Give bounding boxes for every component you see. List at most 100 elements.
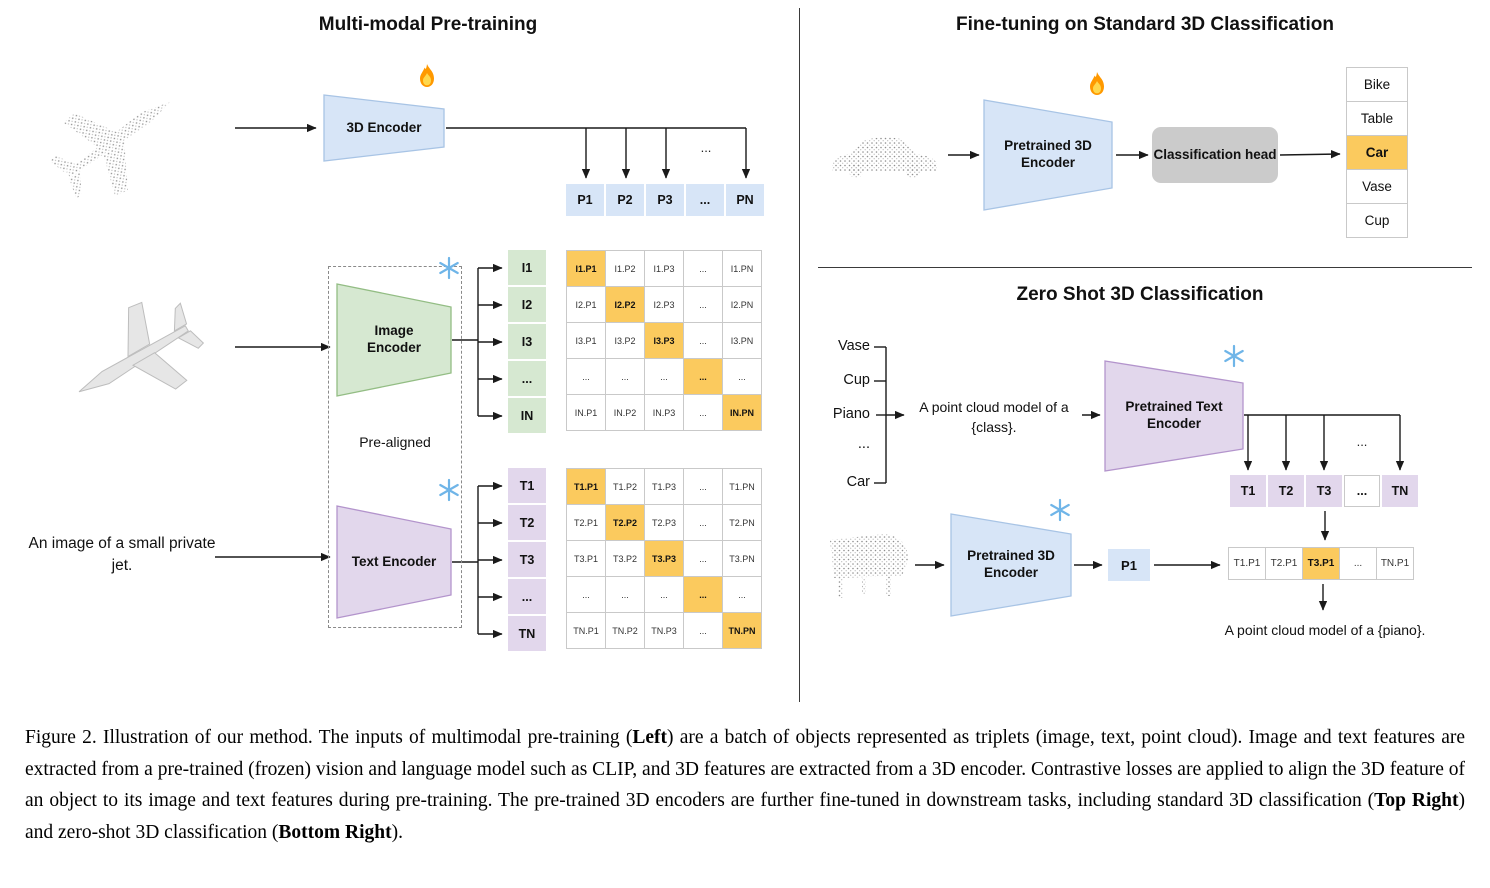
jet-photo-image [78, 301, 205, 393]
pretrained-3d-encoder-shape [983, 99, 1113, 211]
fire-icon [1090, 72, 1104, 95]
matrix-cell: I3.P2 [605, 322, 645, 359]
zeroshot-title: Zero Shot 3D Classification [1016, 284, 1264, 305]
finetune-title: Fine-tuning on Standard 3D Classificatio… [956, 14, 1334, 35]
text-encoder-shape [336, 505, 452, 619]
matrix-cell: I1.PN [722, 250, 762, 287]
snowflake-icon [439, 256, 459, 280]
matrix-cell: ... [605, 576, 645, 613]
matrix-cell: TN.PN [722, 612, 762, 649]
text-feature-row: T1 T2 T3 ... TN [1230, 475, 1418, 507]
matrix-cell: I3.PN [722, 322, 762, 359]
matrix-cell: I2.P1 [566, 286, 606, 323]
matrix-cell: ... [566, 358, 606, 395]
pretrained-3d-encoder-zeroshot: Pretrained 3D Encoder [950, 513, 1072, 617]
piano-pointcloud-image [830, 534, 908, 598]
matrix-cell: IN.PN [722, 394, 762, 431]
t-cell: T2 [508, 505, 546, 540]
i-cell: I2 [508, 287, 546, 322]
t-cell: T2 [1268, 475, 1304, 507]
matrix-cell: I2.P3 [644, 286, 684, 323]
matrix-cell: I1.P3 [644, 250, 684, 287]
matrix-cell: ... [683, 612, 723, 649]
matrix-cell: ... [683, 322, 723, 359]
i-cell: IN [508, 398, 546, 433]
pretrained-3d-encoder-zeroshot-label: Pretrained 3D Encoder [967, 548, 1055, 580]
result-cell: T1.P1 [1228, 547, 1266, 580]
matrix-cell: T1.P2 [605, 468, 645, 505]
input-caption-text: An image of a small private jet. [28, 535, 216, 574]
matrix-cell: I1.P1 [566, 250, 606, 287]
text-encoder-label: Text Encoder [351, 553, 437, 569]
i-cell: I3 [508, 324, 546, 359]
caption-bold-bottom-right: Bottom Right [278, 821, 392, 843]
caption-segment: ) and zero-shot 3D classification ( [25, 790, 1465, 843]
t-cell: T3 [508, 542, 546, 577]
image-encoder: Image Encoder [336, 283, 452, 397]
result-caption: A point cloud model of a {piano}. [1224, 622, 1426, 638]
p1-cell: P1 [1108, 549, 1150, 581]
pre-aligned-label: Pre-aligned [359, 434, 431, 450]
i-cell: ... [508, 361, 546, 396]
result-cell: TN.P1 [1376, 547, 1414, 580]
class-cell: Cup [1346, 203, 1408, 238]
matrix-cell: T3.P3 [644, 540, 684, 577]
p-cell: ... [686, 184, 724, 216]
t-cell: TN [1382, 475, 1418, 507]
caption-bold-left: Left [632, 727, 667, 748]
matrix-cell: TN.P1 [566, 612, 606, 649]
figure-caption: Figure 2. Illustration of our method. Th… [25, 722, 1465, 848]
pretrained-3d-encoder-zeroshot-shape [950, 513, 1072, 617]
matrix-cell: TN.P2 [605, 612, 645, 649]
class-word: Vase [838, 338, 870, 354]
matrix-cell: T2.P1 [566, 504, 606, 541]
matrix-cell: T1.PN [722, 468, 762, 505]
matrix-cell: ... [683, 394, 723, 431]
matrix-cell: I2.PN [722, 286, 762, 323]
caption-bold-top-right: Top Right [1374, 790, 1459, 812]
matrix-cell: ... [683, 576, 723, 613]
ellipsis: ... [700, 140, 712, 155]
p-cell: P2 [606, 184, 644, 216]
matrix-cell: IN.P1 [566, 394, 606, 431]
matrix-cell: I1.P2 [605, 250, 645, 287]
divider-vertical [799, 8, 801, 702]
matrix-cell: ... [722, 576, 762, 613]
t-cell: ... [508, 579, 546, 614]
t-cell: T3 [1306, 475, 1342, 507]
i-cell: I1 [508, 250, 546, 285]
p-cell: P1 [566, 184, 604, 216]
t-cell: T1 [508, 468, 546, 503]
matrix-cell: ... [683, 250, 723, 287]
car-pointcloud-image [832, 137, 937, 178]
class-cell-highlighted: Car [1346, 135, 1408, 170]
matrix-cell: T3.PN [722, 540, 762, 577]
p-cell: P3 [646, 184, 684, 216]
matrix-cell: IN.P2 [605, 394, 645, 431]
matrix-cell: ... [644, 358, 684, 395]
matrix-cell: IN.P3 [644, 394, 684, 431]
class-list: Bike Table Car Vase Cup [1346, 67, 1408, 238]
snowflake-icon [1050, 498, 1070, 522]
matrix-cell: ... [683, 540, 723, 577]
result-cell: T2.P1 [1265, 547, 1303, 580]
matrix-cell: ... [722, 358, 762, 395]
snowflake-icon [1224, 344, 1244, 368]
class-cell: Table [1346, 101, 1408, 136]
matrix-cell: T1.P1 [566, 468, 606, 505]
matrix-cell: ... [683, 504, 723, 541]
pretrained-text-encoder-label: Pretrained Text Encoder [1125, 399, 1223, 431]
class-word: ... [857, 436, 870, 452]
divider-horizontal [818, 267, 1472, 269]
matrix-cell: I3.P1 [566, 322, 606, 359]
matrix-cell: T3.P2 [605, 540, 645, 577]
caption-segment: Figure 2. Illustration of our method. Th… [25, 727, 633, 748]
matrix-cell: T2.P3 [644, 504, 684, 541]
snowflake-icon [439, 478, 459, 502]
t-cell: T1 [1230, 475, 1266, 507]
encoder-3d: 3D Encoder [323, 94, 445, 162]
matrix-cell: T2.P2 [605, 504, 645, 541]
pretrained-3d-encoder-label: Pretrained 3D Encoder [1004, 138, 1092, 170]
matrix-cell: ... [683, 468, 723, 505]
